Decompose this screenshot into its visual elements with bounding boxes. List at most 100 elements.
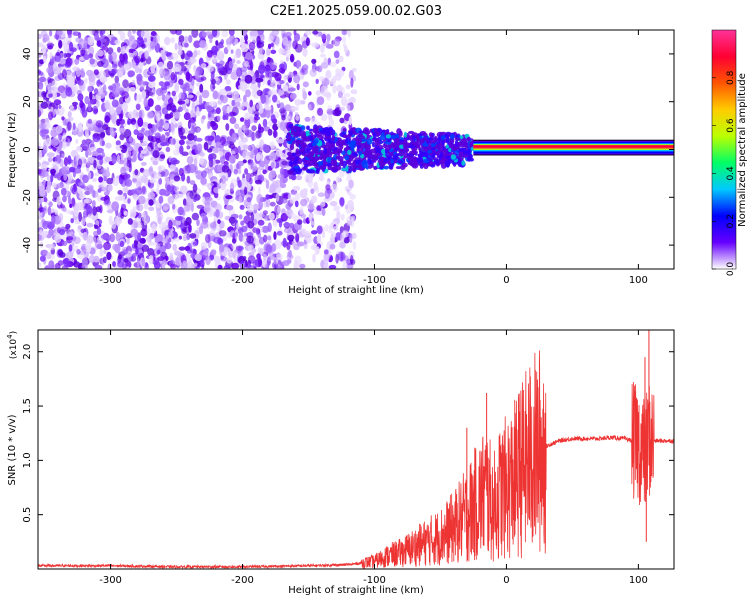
noise-blob	[157, 165, 166, 172]
noise-blob	[294, 98, 302, 107]
noise-blob	[103, 199, 111, 206]
noise-blob	[244, 168, 249, 175]
noise-blob	[115, 140, 121, 146]
snr-frame	[37, 329, 675, 570]
noise-blob	[79, 100, 84, 109]
noise-blob	[166, 103, 172, 111]
noise-blob	[147, 79, 156, 89]
noise-blob	[154, 235, 159, 244]
carrier-blob	[362, 159, 368, 166]
noise-blob	[186, 145, 191, 150]
noise-blob	[311, 42, 320, 48]
noise-blob	[119, 31, 126, 41]
noise-blob	[308, 213, 313, 223]
noise-blob	[52, 147, 57, 152]
noise-blob	[275, 262, 284, 269]
noise-blob	[320, 113, 328, 122]
noise-blob	[92, 236, 97, 244]
noise-blob	[160, 85, 168, 91]
carrier-blob	[368, 164, 372, 169]
noise-blob	[89, 30, 95, 36]
noise-blob	[69, 41, 74, 52]
noise-blob	[161, 107, 169, 115]
noise-blob	[62, 132, 67, 141]
noise-blob	[320, 34, 327, 40]
noise-blob	[289, 92, 297, 100]
carrier-blob	[373, 166, 378, 170]
noise-blob	[55, 51, 61, 57]
noise-blob	[153, 172, 162, 180]
noise-blob	[329, 243, 336, 250]
noise-blob	[173, 63, 182, 73]
noise-blob	[169, 179, 173, 186]
noise-blob	[47, 45, 53, 50]
noise-blob	[219, 136, 226, 145]
noise-blob	[114, 243, 121, 254]
noise-blob	[325, 70, 332, 80]
noise-blob	[319, 76, 325, 82]
noise-blob	[58, 39, 63, 49]
noise-blob	[313, 243, 317, 251]
noise-blob	[99, 248, 104, 257]
noise-blob	[236, 60, 241, 64]
noise-blob	[339, 117, 345, 124]
noise-blob	[127, 146, 133, 151]
noise-blob	[63, 257, 70, 268]
noise-blob	[119, 232, 124, 239]
noise-blob	[238, 195, 243, 204]
noise-blob	[171, 194, 180, 200]
noise-blob	[327, 112, 333, 121]
colorbar-tick-label: 0.8	[726, 70, 736, 85]
noise-blob	[88, 171, 92, 180]
noise-blob	[169, 263, 177, 269]
noise-blob	[74, 219, 81, 225]
carrier-blob	[464, 150, 471, 155]
carrier-blob	[304, 136, 311, 142]
noise-blob	[247, 255, 256, 264]
noise-blob	[123, 264, 127, 269]
noise-blob	[236, 222, 240, 230]
noise-blob	[108, 54, 113, 64]
noise-blob	[279, 102, 285, 111]
carrier-blob	[381, 148, 386, 155]
noise-blob	[63, 173, 68, 181]
carrier-blob	[297, 157, 303, 165]
noise-blob	[128, 111, 134, 120]
noise-blob	[200, 177, 207, 185]
noise-blob	[96, 155, 103, 161]
noise-blob	[103, 176, 107, 182]
carrier-blob	[381, 132, 385, 137]
carrier-blob	[404, 148, 410, 152]
noise-blob	[174, 215, 183, 221]
noise-blob	[253, 30, 258, 35]
noise-blob	[194, 253, 202, 261]
noise-blob	[309, 68, 317, 78]
noise-blob	[166, 183, 175, 193]
noise-blob	[320, 204, 324, 210]
noise-blob	[260, 94, 267, 104]
snr-x-tick-label: -200	[231, 575, 254, 586]
noise-blob	[161, 93, 166, 102]
carrier-blob	[435, 143, 441, 150]
spectrogram-y-tick-label: -20	[22, 189, 33, 205]
noise-blob	[46, 67, 53, 74]
noise-blob	[72, 31, 81, 36]
noise-blob	[78, 122, 83, 133]
noise-blob	[272, 219, 278, 227]
noise-blob	[77, 93, 84, 102]
noise-blob	[39, 59, 45, 65]
noise-blob	[263, 253, 267, 261]
noise-blob	[343, 236, 350, 244]
noise-blob	[81, 264, 88, 269]
noise-blob	[220, 95, 228, 104]
noise-blob	[104, 156, 112, 163]
carrier-blob	[334, 146, 338, 151]
noise-blob	[279, 63, 285, 70]
noise-blob	[240, 225, 248, 233]
noise-blob	[282, 260, 290, 267]
noise-blob	[308, 91, 312, 96]
noise-blob	[346, 98, 353, 104]
noise-blob	[209, 222, 217, 229]
noise-blob	[39, 229, 43, 236]
carrier-blob	[350, 140, 357, 144]
